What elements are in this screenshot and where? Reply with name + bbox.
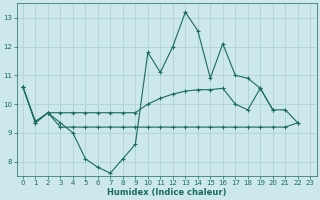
X-axis label: Humidex (Indice chaleur): Humidex (Indice chaleur) (107, 188, 226, 197)
